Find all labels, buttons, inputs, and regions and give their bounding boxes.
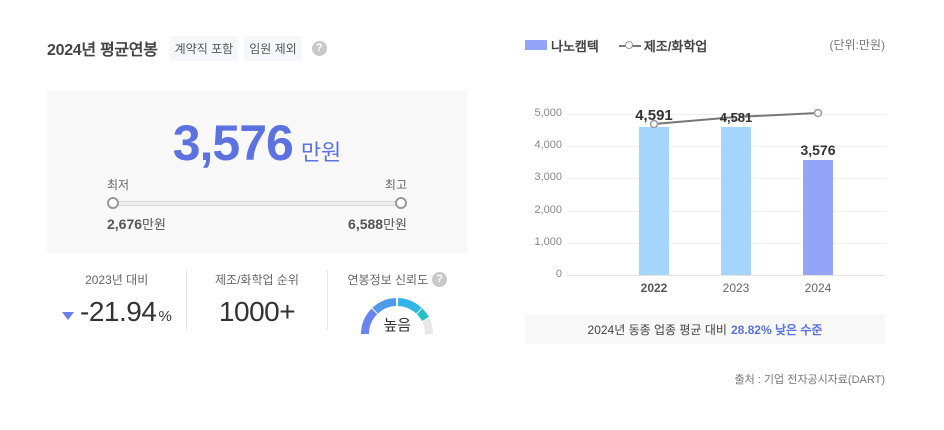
- stat-yoy-value: -21.94: [80, 296, 157, 327]
- bar-label-2022: 4,591: [635, 107, 673, 124]
- stat-yoy-label: 2023년 대비: [85, 272, 149, 287]
- stat-reliability-label: 연봉정보 신뢰도: [347, 272, 429, 287]
- comparison-text: 2024년 동종 업종 평균 대비: [587, 322, 727, 337]
- reliability-gauge: 높음: [359, 294, 435, 334]
- min-knob: [107, 197, 119, 209]
- stat-rank-value: 1000+: [218, 296, 296, 327]
- gridline: [567, 114, 885, 115]
- x-tick-2023[interactable]: 2023: [722, 281, 750, 295]
- help-icon[interactable]: ?: [432, 271, 448, 287]
- unit-label: (단위:만원): [829, 38, 886, 52]
- min-salary-unit: 만원: [142, 217, 166, 232]
- line-point-icon: [731, 112, 741, 122]
- max-knob: [395, 197, 407, 209]
- industry-comparison: 2024년 동종 업종 평균 대비 28.82% 낮은 수준: [525, 314, 885, 344]
- help-icon[interactable]: ?: [311, 40, 327, 56]
- stat-rank: 제조/화학업 순위 1000+: [186, 270, 326, 330]
- max-salary: 6,588만원: [348, 214, 407, 233]
- gauge-arc-icon: [361, 298, 434, 334]
- y-tick: 5,000: [534, 107, 562, 119]
- stat-reliability-label-row: 연봉정보 신뢰도 ?: [328, 270, 467, 288]
- max-label: 최고: [384, 178, 407, 192]
- y-tick: 3,000: [534, 171, 562, 183]
- stats-row: 2023년 대비 -21.94 % 제조/화학업 순위 1000+ 연봉정보 신…: [47, 270, 467, 334]
- max-salary-unit: 만원: [383, 217, 407, 232]
- stat-rank-label: 제조/화학업 순위: [215, 272, 299, 287]
- stat-yoy-value-row: -21.94 %: [47, 296, 186, 328]
- tag-executive-excluded: 임원 제외: [244, 35, 302, 61]
- bar-2024[interactable]: [803, 160, 833, 275]
- bar-label-2024: 3,576: [800, 142, 836, 158]
- max-salary-value: 6,588: [348, 216, 384, 232]
- y-tick: 4,000: [534, 139, 562, 151]
- salary-header: 2024년 평균연봉 계약직 포함 임원 제외 ?: [47, 35, 327, 61]
- x-tick-2022[interactable]: 2022: [640, 281, 668, 295]
- triangle-down-icon: [62, 312, 75, 320]
- min-salary-value: 2,676: [107, 216, 143, 232]
- line-point-icon: [649, 119, 659, 129]
- min-salary: 2,676만원: [107, 214, 166, 233]
- average-salary-unit: 만원: [300, 140, 342, 165]
- y-tick: 1,000: [534, 236, 562, 248]
- line-point-icon: [813, 108, 823, 118]
- comparison-highlight: 28.82% 낮은 수준: [730, 322, 823, 337]
- salary-chart: 5,000 4,000 3,000 2,000 1,000 0 4,591 4,…: [525, 100, 885, 300]
- tag-contract-included: 계약직 포함: [169, 35, 239, 61]
- y-tick: 0: [555, 268, 562, 280]
- bar-2023[interactable]: [721, 127, 751, 275]
- average-salary: 3,576 만원: [47, 118, 467, 168]
- page-title: 2024년 평균연봉: [47, 42, 158, 59]
- stat-yoy: 2023년 대비 -21.94 %: [47, 270, 186, 330]
- x-axis-line: [567, 275, 885, 276]
- legend-industry: 제조/화학업: [643, 38, 708, 54]
- bar-swatch-icon: [525, 40, 547, 50]
- legend-company: 나노캠텍: [551, 38, 599, 54]
- average-salary-panel: 3,576 만원 최저 최고 2,676만원 6,588만원: [47, 90, 467, 253]
- average-salary-value: 3,576: [172, 115, 294, 171]
- min-label: 최저: [107, 178, 130, 192]
- bar-2022[interactable]: [639, 127, 669, 275]
- stat-reliability: 연봉정보 신뢰도 ? 높음: [326, 270, 467, 334]
- x-tick-2024[interactable]: 2024: [804, 281, 832, 295]
- reliability-value: 높음: [383, 317, 412, 334]
- y-tick: 2,000: [534, 204, 562, 216]
- chart-legend: 나노캠텍 제조/화학업: [525, 36, 727, 54]
- bar-label-2023: 4,581: [719, 110, 753, 125]
- industry-line: [649, 108, 823, 129]
- data-source: 출처 : 기업 전자공시자료(DART): [734, 374, 886, 386]
- stat-yoy-unit: %: [158, 308, 172, 325]
- line-marker-icon: [618, 40, 641, 50]
- salary-range-track: [113, 201, 401, 206]
